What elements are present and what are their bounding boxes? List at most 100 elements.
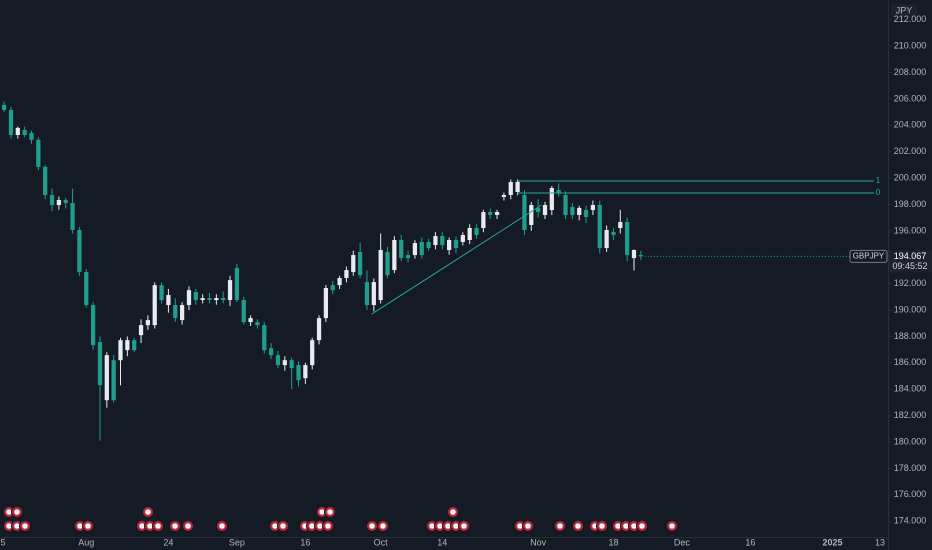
event-icon-inner	[139, 523, 145, 529]
event-icon-inner	[631, 523, 637, 529]
candle-body	[36, 139, 41, 167]
event-icon-inner	[615, 523, 621, 529]
event-icon-inner	[669, 523, 675, 529]
y-tick-label: 192.000	[894, 278, 927, 288]
candle-body	[405, 255, 411, 259]
y-tick-label: 196.000	[894, 225, 927, 235]
event-icon-inner	[450, 509, 456, 515]
candle-body	[522, 195, 527, 230]
event-icon-inner	[185, 523, 191, 529]
candle-body	[481, 212, 486, 228]
event-icon-inner	[272, 523, 278, 529]
event-icon-inner	[445, 523, 451, 529]
event-icon-inner	[623, 523, 629, 529]
candle-body	[70, 203, 75, 230]
candle-body	[378, 250, 383, 301]
candle-body	[166, 295, 171, 306]
candle-body	[1, 104, 7, 110]
candle-body	[227, 280, 233, 301]
event-icon-inner	[380, 523, 386, 529]
event-icon-inner	[14, 509, 20, 515]
candle-body	[15, 127, 20, 135]
y-tick-label: 188.000	[894, 331, 927, 341]
x-tick-label: 5	[0, 537, 5, 547]
candle-body	[563, 195, 568, 215]
event-icon-inner	[517, 523, 523, 529]
y-tick-label: 212.000	[894, 14, 927, 24]
y-tick-label: 204.000	[894, 120, 927, 130]
candle-body	[77, 229, 82, 273]
candle-body	[536, 207, 541, 213]
fib-level-label: 0	[876, 188, 881, 197]
currency-box[interactable]	[891, 4, 917, 17]
candle-body	[248, 318, 253, 323]
candle-body	[221, 298, 226, 301]
event-icon-inner	[429, 523, 435, 529]
candle-body	[474, 227, 479, 235]
candle-body	[323, 288, 329, 319]
x-tick-label: Nov	[530, 537, 547, 547]
candle-body	[542, 205, 548, 215]
candle-body	[8, 109, 14, 135]
candle-body	[125, 340, 130, 351]
candle-body	[529, 205, 534, 225]
candle-body	[570, 207, 575, 215]
x-tick-label: 16	[745, 537, 755, 547]
candle-body	[186, 290, 192, 306]
event-icon-inner	[437, 523, 443, 529]
candle-body	[460, 234, 465, 242]
event-icon-inner	[575, 523, 581, 529]
event-icon-inner	[22, 523, 28, 529]
event-icon-inner	[325, 523, 331, 529]
candle-body	[419, 241, 424, 256]
candle-body	[193, 292, 198, 301]
candle-body	[330, 285, 335, 291]
last-price-label: 194.067	[894, 251, 927, 261]
candle-body	[200, 298, 205, 301]
candle-body	[508, 182, 513, 196]
event-icon-inner	[369, 523, 375, 529]
event-icon-inner	[14, 523, 20, 529]
candle-body	[49, 195, 55, 206]
event-icon-inner	[147, 523, 153, 529]
candle-body	[426, 241, 431, 249]
event-icon-inner	[77, 523, 83, 529]
candle-body	[597, 205, 602, 249]
event-icon-inner	[319, 509, 325, 515]
candle-body	[638, 255, 643, 257]
candle-body	[275, 355, 281, 366]
candle-body	[625, 222, 630, 256]
candle-body	[618, 222, 623, 228]
candle-body	[152, 285, 157, 326]
event-icon-inner	[599, 523, 605, 529]
candle-body	[262, 325, 267, 351]
candle-body	[494, 212, 500, 215]
candle-body	[234, 268, 240, 301]
candle-body	[611, 231, 616, 235]
candle-body	[282, 360, 287, 366]
candle-body	[399, 240, 404, 259]
candle-body	[63, 200, 68, 204]
y-tick-label: 202.000	[894, 146, 927, 156]
candle-body	[241, 300, 246, 323]
countdown-label: 09:45:52	[892, 261, 927, 271]
candle-body	[488, 212, 493, 215]
y-tick-label: 178.000	[894, 463, 927, 473]
candle-body	[29, 132, 34, 140]
symbol-label: GBPJPY	[853, 252, 885, 261]
candle-body	[515, 181, 520, 192]
y-tick-label: 190.000	[894, 304, 927, 314]
event-icon-inner	[557, 523, 563, 529]
candle-body	[255, 322, 260, 326]
candle-body	[316, 318, 322, 341]
candle-body	[549, 188, 554, 211]
candle-body	[310, 340, 315, 366]
y-tick-label: 186.000	[894, 357, 927, 367]
event-icon-inner	[145, 509, 151, 515]
event-icon-inner	[280, 523, 286, 529]
x-tick-label: Aug	[78, 537, 94, 547]
candle-body	[56, 200, 62, 206]
candle-body	[269, 348, 274, 356]
event-icon-inner	[219, 523, 225, 529]
x-tick-label: 24	[163, 537, 173, 547]
